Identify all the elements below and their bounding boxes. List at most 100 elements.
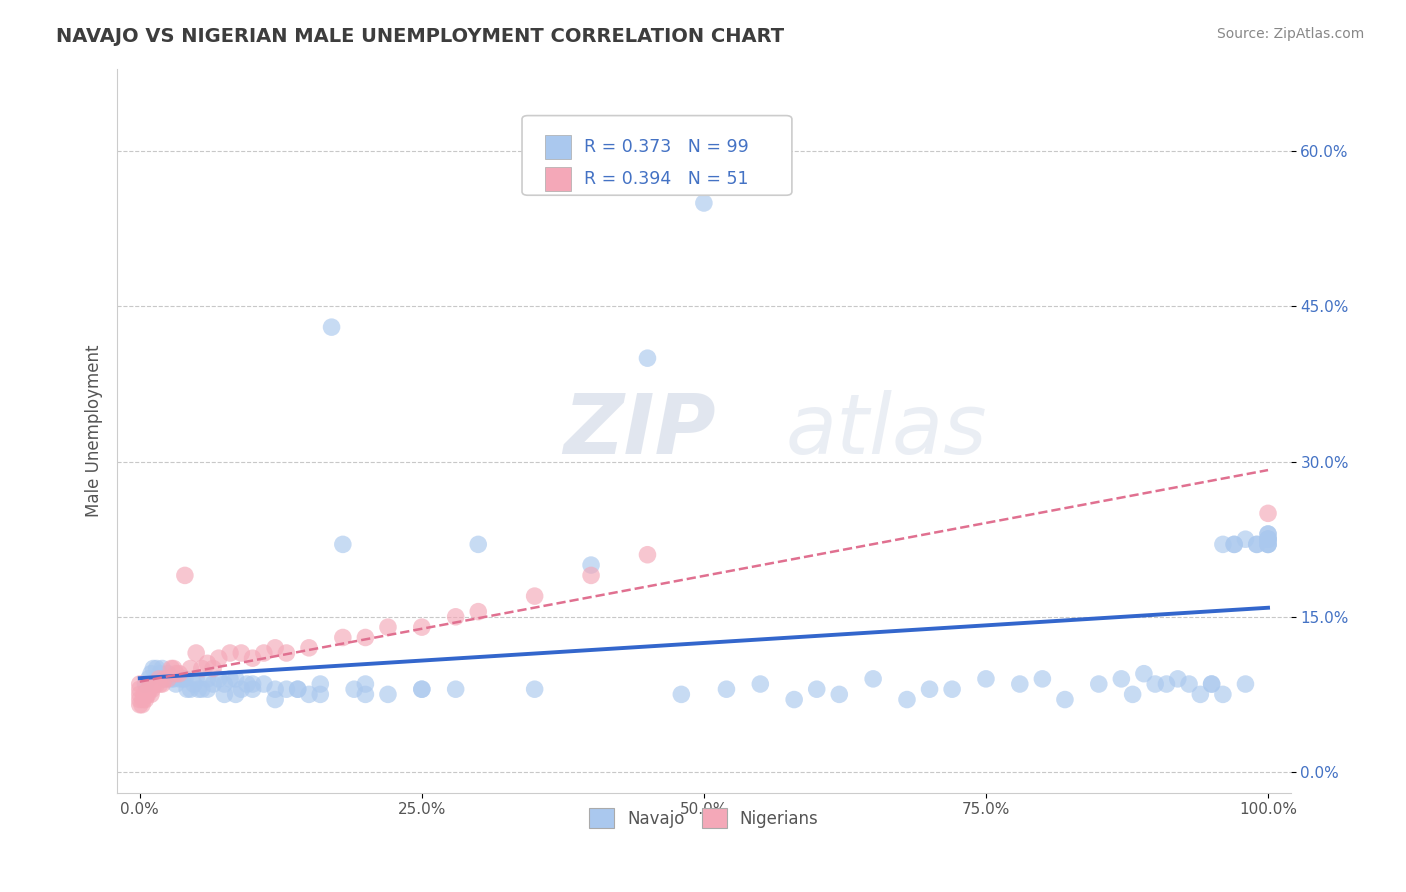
Point [1257,537,1279,551]
Point [135,687,157,701]
Point [134,687,156,701]
Point [1201,677,1223,691]
Point [149,677,172,691]
Point [128,687,150,701]
Point [128,677,150,691]
FancyBboxPatch shape [546,167,571,191]
Point [191,661,214,675]
Point [941,682,963,697]
Point [253,646,276,660]
Point [138,672,160,686]
Point [1257,537,1279,551]
Point [156,666,179,681]
Point [132,692,155,706]
Point [1257,527,1279,541]
Point [153,672,176,686]
Point [828,687,851,701]
Point [579,568,602,582]
Point [1257,506,1279,520]
Point [202,677,225,691]
Point [219,672,242,686]
FancyBboxPatch shape [522,116,792,195]
Point [1088,677,1111,691]
Point [637,548,659,562]
Point [183,677,205,691]
Point [637,351,659,366]
Point [276,682,298,697]
Point [173,568,195,582]
Point [411,620,433,634]
Text: Source: ZipAtlas.com: Source: ZipAtlas.com [1216,27,1364,41]
Point [1223,537,1246,551]
Point [165,666,187,681]
Point [918,682,941,697]
Point [343,682,366,697]
Text: R = 0.394   N = 51: R = 0.394 N = 51 [585,169,749,187]
Point [143,677,166,691]
Point [186,672,208,686]
Point [523,589,546,603]
Point [287,682,309,697]
Point [444,609,467,624]
Point [165,677,187,691]
Point [142,677,165,691]
Point [783,692,806,706]
Point [197,657,219,671]
Point [139,666,162,681]
Point [1144,677,1167,691]
Point [411,682,433,697]
Point [131,698,153,712]
Point [214,677,236,691]
Point [974,672,997,686]
Point [242,682,264,697]
Point [197,682,219,697]
Point [134,677,156,691]
Point [202,661,225,675]
Point [1257,532,1279,546]
Point [354,631,377,645]
Point [1257,532,1279,546]
Point [1246,537,1268,551]
Point [1167,672,1189,686]
Point [354,677,377,691]
Point [225,672,247,686]
Point [806,682,828,697]
Point [172,672,194,686]
Point [225,687,247,701]
Point [1234,532,1257,546]
Point [1053,692,1076,706]
Point [167,666,190,681]
Point [1008,677,1031,691]
Point [411,682,433,697]
FancyBboxPatch shape [546,135,571,159]
Point [1201,677,1223,691]
Point [197,672,219,686]
Point [332,537,354,551]
Point [287,682,309,697]
Point [309,687,332,701]
Point [191,682,214,697]
Point [142,661,165,675]
Point [231,646,253,660]
Point [1212,537,1234,551]
Point [264,682,287,697]
Point [444,682,467,697]
Point [1133,666,1156,681]
Point [896,692,918,706]
Point [467,605,489,619]
Point [186,646,208,660]
Point [1246,537,1268,551]
Point [377,687,399,701]
Point [134,692,156,706]
Point [187,682,209,697]
Point [579,558,602,572]
Point [214,687,236,701]
Point [467,537,489,551]
Point [208,651,231,665]
Text: NAVAJO VS NIGERIAN MALE UNEMPLOYMENT CORRELATION CHART: NAVAJO VS NIGERIAN MALE UNEMPLOYMENT COR… [56,27,785,45]
Point [139,687,162,701]
Point [167,672,190,686]
Point [693,196,716,211]
Point [716,682,738,697]
Point [145,677,167,691]
